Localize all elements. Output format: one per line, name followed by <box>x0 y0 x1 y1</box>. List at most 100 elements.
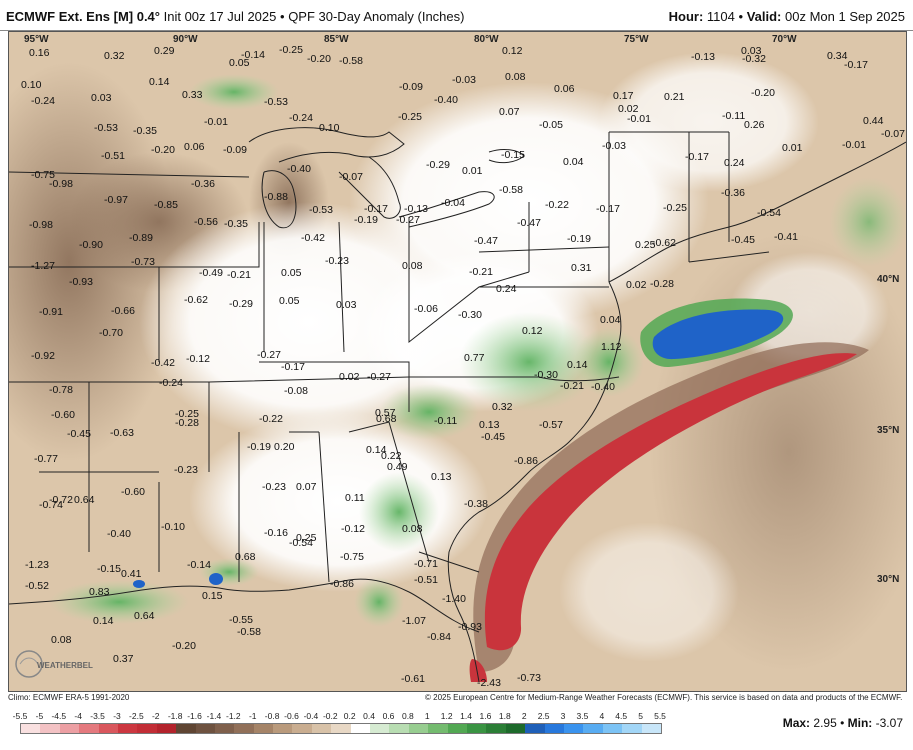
anomaly-value: 0.07 <box>499 106 520 118</box>
anomaly-value: -0.12 <box>186 353 210 365</box>
anomaly-value: 0.57 <box>375 407 396 419</box>
anomaly-value: -0.12 <box>341 523 365 535</box>
anomaly-value: 0.83 <box>89 586 110 598</box>
anomaly-value: -0.09 <box>399 81 423 93</box>
anomaly-value: -0.53 <box>309 204 333 216</box>
anomaly-value: 0.05 <box>281 267 302 279</box>
anomaly-value: 0.37 <box>113 653 134 665</box>
anomaly-value: 0.16 <box>29 47 50 59</box>
anomaly-value: 0.32 <box>492 401 513 413</box>
anomaly-value: 0.14 <box>149 76 170 88</box>
chart-title: ECMWF Ext. Ens [M] 0.4° Init 00z 17 Jul … <box>6 9 465 24</box>
anomaly-value: -0.17 <box>596 203 620 215</box>
legend-swatch <box>486 724 506 733</box>
anomaly-value: 0.10 <box>319 122 340 134</box>
anomaly-value: 0.44 <box>863 115 884 127</box>
legend-swatch <box>311 724 332 733</box>
anomaly-value: 0.03 <box>336 299 357 311</box>
anomaly-value: -0.17 <box>281 361 305 373</box>
anomaly-value: 0.22 <box>381 450 402 462</box>
anomaly-value: 0.03 <box>741 45 762 57</box>
legend-swatch <box>195 724 215 733</box>
legend-swatch <box>253 724 274 733</box>
anomaly-value: -0.29 <box>229 298 253 310</box>
anomaly-value: -1.40 <box>442 593 466 605</box>
anomaly-value: 0.05 <box>279 295 300 307</box>
min-label: Min: <box>847 716 873 730</box>
anomaly-value: -0.17 <box>364 203 388 215</box>
legend-tick-label: 0.8 <box>401 711 414 721</box>
anomaly-value: 0.12 <box>522 325 543 337</box>
anomaly-value: -0.98 <box>29 219 53 231</box>
anomaly-value: -0.28 <box>175 417 199 429</box>
anomaly-value: 0.13 <box>479 419 500 431</box>
anomaly-value: -0.71 <box>414 558 438 570</box>
blue-wet-core <box>652 309 784 360</box>
legend-swatch <box>505 724 526 733</box>
anomaly-value: -0.05 <box>539 119 563 131</box>
anomaly-value: -0.27 <box>367 371 391 383</box>
hour-value: 1104 <box>706 9 735 24</box>
anomaly-value: -0.32 <box>742 53 766 65</box>
anomaly-value: -0.75 <box>31 169 55 181</box>
legend-swatch <box>21 724 41 733</box>
anomaly-value: -0.55 <box>229 614 253 626</box>
legend-tick-label: -1.4 <box>206 711 222 721</box>
anomaly-value: -0.17 <box>685 151 709 163</box>
anomaly-value: -0.75 <box>340 551 364 563</box>
anomaly-value: 0.10 <box>21 79 42 91</box>
anomaly-value: -0.73 <box>131 256 155 268</box>
legend-tick-label: -0.2 <box>322 711 338 721</box>
legend-tick-label: -3 <box>113 711 121 721</box>
init-time: Init 00z 17 Jul 2025 <box>163 9 277 24</box>
legend-tick-label: -0.8 <box>264 711 280 721</box>
anomaly-value: -0.40 <box>434 94 458 106</box>
legend-tick-label: 5.5 <box>654 711 666 721</box>
anomaly-value: -0.66 <box>111 305 135 317</box>
anomaly-value: -0.63 <box>110 427 134 439</box>
climo-note: Climo: ECMWF ERA-5 1991-2020 <box>8 693 130 702</box>
anomaly-value: -0.03 <box>602 140 626 152</box>
anomaly-value: -0.97 <box>104 194 128 206</box>
anomaly-value: -0.77 <box>34 453 58 465</box>
legend-swatch <box>622 724 642 733</box>
anomaly-value: 0.49 <box>387 461 408 473</box>
anomaly-value: -0.85 <box>154 199 178 211</box>
anomaly-value: -0.53 <box>94 122 118 134</box>
anomaly-value: -0.86 <box>514 455 538 467</box>
anomaly-map[interactable]: 95°W 90°W 85°W 80°W 75°W 70°W 40°N 35°N … <box>8 31 907 692</box>
legend-swatch <box>273 724 293 733</box>
anomaly-value: -0.30 <box>458 309 482 321</box>
anomaly-value-labels: 0.16 0.32 0.290.05-0.14 -0.25-0.20 -0.580.12… <box>21 44 905 689</box>
anomaly-value: -0.19 <box>567 233 591 245</box>
anomaly-value: -0.58 <box>499 184 523 196</box>
max-label: Max: <box>782 716 811 730</box>
legend-swatch <box>544 724 564 733</box>
anomaly-value: -0.15 <box>97 563 121 575</box>
anomaly-value: -0.36 <box>191 178 215 190</box>
legend-tick-label: -5 <box>35 711 44 721</box>
anomaly-value: -0.21 <box>469 266 493 278</box>
anomaly-value: -0.24 <box>159 377 183 389</box>
anomaly-value: 0.02 <box>618 103 639 115</box>
anomaly-value: -0.21 <box>560 380 584 392</box>
weatherbell-logo: WEATHERBELL <box>15 650 93 678</box>
anomaly-value: -2.43 <box>477 677 501 689</box>
anomaly-value: 0.21 <box>664 91 685 103</box>
anomaly-value: -0.58 <box>339 55 363 67</box>
anomaly-value: -0.27 <box>396 214 420 226</box>
anomaly-value: -0.40 <box>591 381 615 393</box>
anomaly-value: 0.31 <box>571 262 592 274</box>
lon-label: 70°W <box>772 34 797 45</box>
anomaly-value: -0.19 <box>247 441 271 453</box>
legend-swatch <box>79 724 99 733</box>
anomaly-value: 0.25 <box>296 532 317 544</box>
legend-color-bar <box>20 723 662 734</box>
legend-tick-label: -0.4 <box>303 711 319 721</box>
anomaly-value: -0.01 <box>842 139 866 151</box>
lon-label: 85°W <box>324 34 349 45</box>
legend-swatch <box>40 724 60 733</box>
max-min-readout: Max: 2.95 • Min: -3.07 <box>782 716 903 730</box>
anomaly-value: 0.02 <box>626 279 647 291</box>
anomaly-value: -0.35 <box>224 218 248 230</box>
